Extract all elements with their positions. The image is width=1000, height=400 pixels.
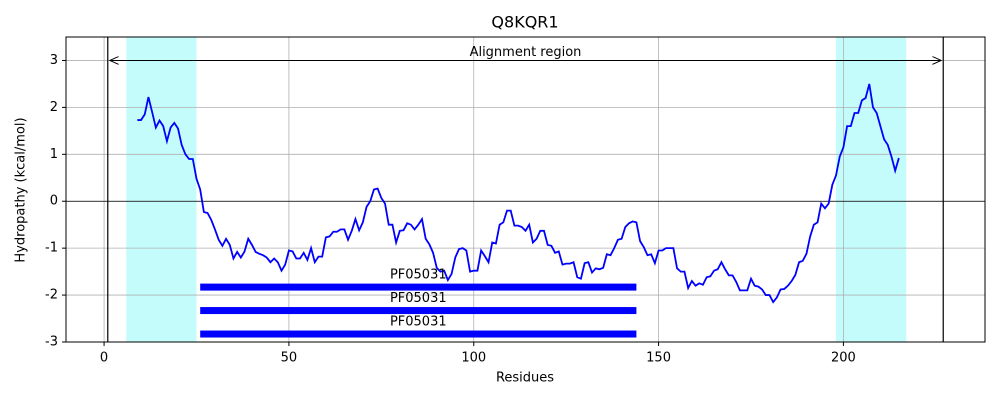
y-tick-label: 2	[50, 100, 58, 115]
y-tick-label: 0	[50, 194, 58, 209]
chart-title: Q8KQR1	[491, 13, 558, 32]
domain-label: PF05031	[390, 291, 447, 306]
domain-label: PF05031	[390, 315, 447, 330]
domain-bar	[200, 307, 637, 315]
y-tick-label: -3	[45, 335, 58, 350]
highlight-span	[126, 37, 197, 342]
highlight-span	[836, 37, 907, 342]
y-tick-label: 1	[50, 147, 58, 162]
domain-bar	[200, 283, 637, 291]
x-tick-label: 200	[831, 351, 856, 366]
alignment-label: Alignment region	[470, 45, 582, 60]
y-tick-label: 3	[50, 53, 58, 68]
domain-bar	[200, 330, 637, 338]
x-tick-label: 0	[100, 351, 108, 366]
x-tick-label: 150	[646, 351, 671, 366]
y-tick-label: -2	[45, 288, 58, 303]
hydropathy-line	[137, 83, 900, 304]
domain-label: PF05031	[390, 268, 447, 283]
plot-frame	[65, 36, 986, 343]
y-axis-label: Hydropathy (kcal/mol)	[14, 117, 29, 262]
x-tick-label: 50	[281, 351, 298, 366]
x-tick-label: 100	[461, 351, 486, 366]
x-axis-label: Residues	[496, 371, 554, 386]
y-tick-label: -1	[45, 241, 58, 256]
